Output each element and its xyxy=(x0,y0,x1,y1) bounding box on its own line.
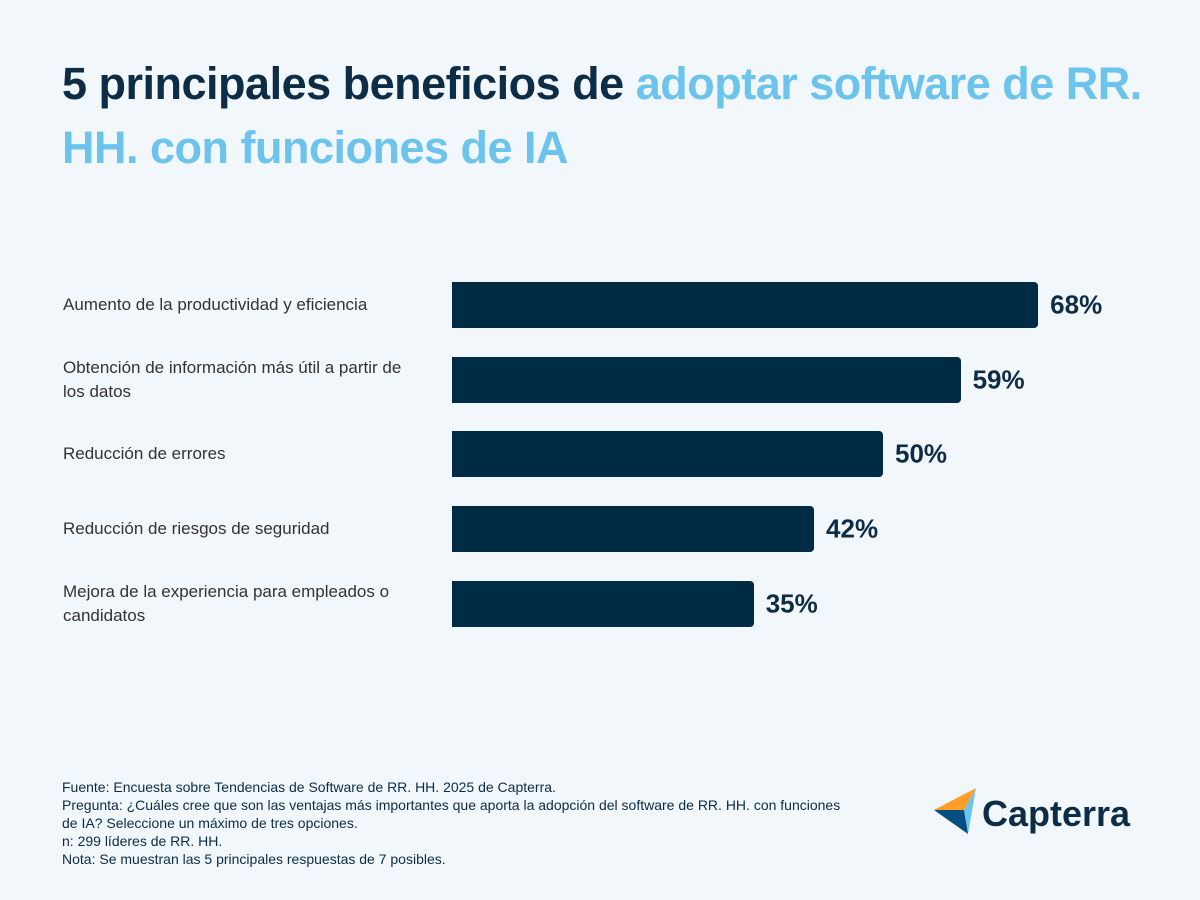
note-line: Pregunta: ¿Cuáles cree que son las venta… xyxy=(62,797,841,831)
value-label: 50% xyxy=(895,438,948,469)
note-line: Fuente: Encuesta sobre Tendencias de Sof… xyxy=(62,779,556,795)
category-label: Aumento de la productividad y eficiencia xyxy=(63,295,368,314)
bar xyxy=(452,356,961,403)
logo-icon xyxy=(934,788,976,810)
category-label: Mejora de la experiencia para empleados … xyxy=(63,581,390,625)
logo-icon xyxy=(964,788,976,834)
bar xyxy=(452,282,1039,328)
title-part: adoptar software de RR. HH. con funcione… xyxy=(62,58,1142,173)
value-label: 35% xyxy=(765,588,818,619)
title-part: 5 principales beneficios de xyxy=(62,58,624,109)
notes: Fuente: Encuesta sobre Tendencias de Sof… xyxy=(62,778,852,868)
logo-icon xyxy=(934,810,968,834)
note-line: n: 299 líderes de RR. HH. xyxy=(62,833,223,849)
category-label: Reducción de riesgos de seguridad xyxy=(63,519,330,539)
value-label: 59% xyxy=(972,364,1025,395)
bar xyxy=(452,506,815,553)
value-label: 42% xyxy=(826,513,879,544)
category-label: Obtención de información más útil a part… xyxy=(63,357,402,401)
bar xyxy=(452,580,754,627)
logo-text: Capterra xyxy=(982,793,1131,834)
note-line: Nota: Se muestran las 5 principales resp… xyxy=(62,851,446,867)
logo-svg: Capterra xyxy=(934,788,1131,834)
value-label: 68% xyxy=(1050,289,1103,320)
chart-title: 5 principales beneficios de adoptar soft… xyxy=(62,52,1152,180)
logo: Capterra xyxy=(934,788,1154,843)
bar xyxy=(452,431,883,478)
category-label: Reducción de errores xyxy=(63,444,226,464)
